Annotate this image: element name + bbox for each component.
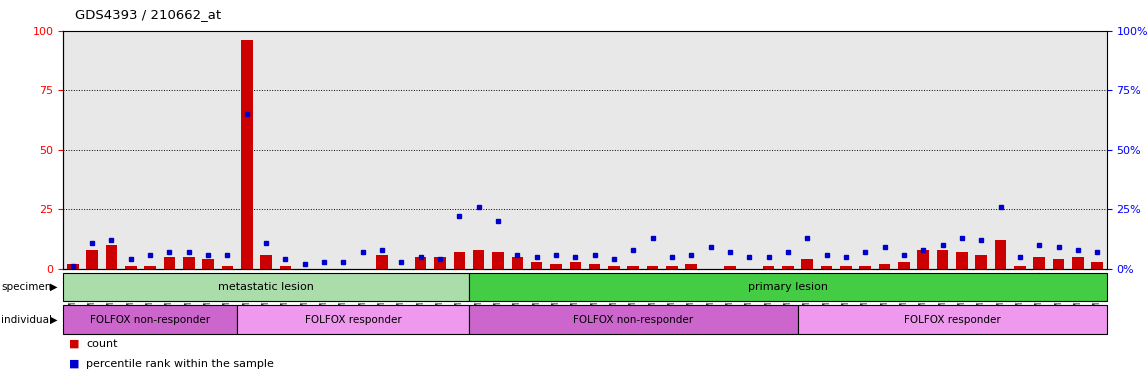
Bar [376, 255, 388, 269]
Bar [647, 266, 658, 269]
Text: metastatic lesion: metastatic lesion [218, 282, 314, 292]
Bar [627, 266, 639, 269]
Bar [435, 257, 446, 269]
Bar [570, 262, 582, 269]
Text: primary lesion: primary lesion [748, 282, 828, 292]
Bar [666, 266, 678, 269]
Bar [1014, 266, 1025, 269]
Bar [63, 305, 237, 334]
Bar [473, 250, 484, 269]
Text: GDS4393 / 210662_at: GDS4393 / 210662_at [75, 8, 220, 21]
Bar [608, 266, 619, 269]
Bar [202, 259, 213, 269]
Bar [125, 266, 136, 269]
Text: specimen: specimen [1, 282, 52, 292]
Bar [469, 273, 1107, 301]
Bar [957, 252, 968, 269]
Text: count: count [86, 339, 117, 349]
Bar [221, 266, 233, 269]
Bar [1072, 257, 1084, 269]
Text: ▶: ▶ [49, 282, 57, 292]
Bar [469, 305, 797, 334]
Bar [551, 264, 562, 269]
Bar [918, 250, 929, 269]
Bar [86, 250, 97, 269]
Bar [994, 240, 1006, 269]
Bar [724, 266, 735, 269]
Text: FOLFOX responder: FOLFOX responder [904, 314, 1000, 325]
Bar [1033, 257, 1045, 269]
Bar [492, 252, 504, 269]
Bar [260, 255, 272, 269]
Bar [763, 266, 774, 269]
Text: FOLFOX non-responder: FOLFOX non-responder [574, 314, 693, 325]
Bar [145, 266, 156, 269]
Bar [898, 262, 910, 269]
Bar [512, 257, 523, 269]
Bar [821, 266, 833, 269]
Bar [937, 250, 949, 269]
Bar [879, 264, 890, 269]
Bar [415, 257, 427, 269]
Bar [686, 264, 697, 269]
Bar [63, 273, 469, 301]
Text: FOLFOX non-responder: FOLFOX non-responder [89, 314, 210, 325]
Bar [802, 259, 813, 269]
Bar [67, 264, 78, 269]
Bar [840, 266, 852, 269]
Text: ▶: ▶ [49, 314, 57, 325]
Bar [782, 266, 794, 269]
Bar [859, 266, 871, 269]
Text: ■: ■ [69, 359, 79, 369]
Text: percentile rank within the sample: percentile rank within the sample [86, 359, 274, 369]
Bar [106, 245, 117, 269]
Bar [797, 305, 1107, 334]
Text: ■: ■ [69, 339, 79, 349]
Bar [588, 264, 600, 269]
Bar [1053, 259, 1064, 269]
Bar [164, 257, 175, 269]
Bar [453, 252, 466, 269]
Text: FOLFOX responder: FOLFOX responder [305, 314, 401, 325]
Bar [280, 266, 291, 269]
Bar [975, 255, 988, 269]
Bar [531, 262, 543, 269]
Bar [182, 257, 195, 269]
Bar [237, 305, 469, 334]
Text: individual: individual [1, 314, 52, 325]
Bar [241, 40, 252, 269]
Bar [1092, 262, 1103, 269]
